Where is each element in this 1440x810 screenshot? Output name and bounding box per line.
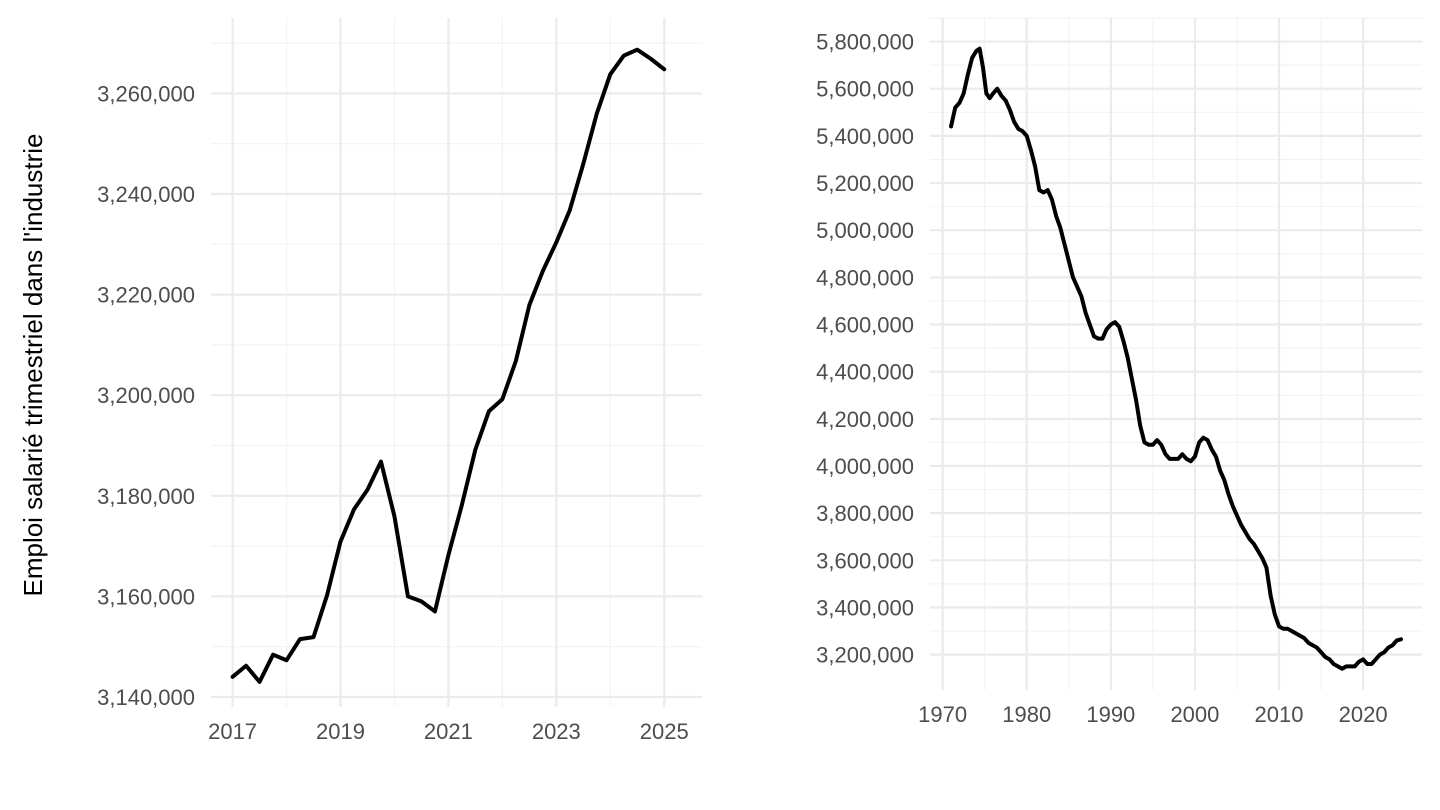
right-gridlines	[930, 17, 1422, 690]
right-y-tick-label: 4,800,000	[816, 265, 914, 290]
right-x-tick-label: 1990	[1086, 702, 1135, 727]
right-y-tick-label: 3,200,000	[816, 643, 914, 668]
left-y-tick-label: 3,200,000	[97, 383, 195, 408]
left-y-tick-labels: 3,140,000 3,160,000 3,180,000 3,200,000 3,22…	[97, 81, 195, 710]
right-x-tick-labels: 1970 1980 1990 2000 2010 2020	[918, 702, 1387, 727]
right-y-tick-label: 4,400,000	[816, 360, 914, 385]
left-chart: Emploi salarié trimestriel dans l'indust…	[18, 18, 702, 744]
left-x-tick-label: 2017	[208, 719, 257, 744]
left-y-tick-label: 3,160,000	[97, 584, 195, 609]
right-y-tick-label: 3,400,000	[816, 595, 914, 620]
right-x-tick-label: 2010	[1255, 702, 1304, 727]
right-x-tick-label: 1970	[918, 702, 967, 727]
left-y-axis-title: Emploi salarié trimestriel dans l'indust…	[18, 133, 48, 596]
right-x-tick-label: 2020	[1339, 702, 1388, 727]
left-x-tick-label: 2021	[424, 719, 473, 744]
left-y-tick-label: 3,240,000	[97, 182, 195, 207]
right-y-tick-label: 5,600,000	[816, 77, 914, 102]
right-y-tick-label: 3,600,000	[816, 548, 914, 573]
right-x-tick-label: 2000	[1170, 702, 1219, 727]
right-x-tick-label: 1980	[1002, 702, 1051, 727]
left-y-tick-label: 3,180,000	[97, 484, 195, 509]
left-x-tick-labels: 2017 2019 2021 2023 2025	[208, 719, 689, 744]
left-x-tick-label: 2019	[316, 719, 365, 744]
left-series-line	[230, 47, 667, 684]
right-series-line	[949, 46, 1403, 671]
right-y-tick-labels: 3,200,000 3,400,000 3,600,000 3,800,000 4,00…	[816, 30, 914, 668]
left-y-tick-label: 3,140,000	[97, 685, 195, 710]
right-chart: 3,200,000 3,400,000 3,600,000 3,800,000 4,00…	[816, 17, 1422, 727]
right-y-tick-label: 5,000,000	[816, 218, 914, 243]
left-gridlines	[211, 18, 702, 707]
right-y-tick-label: 5,400,000	[816, 124, 914, 149]
left-y-tick-label: 3,220,000	[97, 283, 195, 308]
right-y-tick-label: 5,200,000	[816, 171, 914, 196]
right-y-tick-label: 4,000,000	[816, 454, 914, 479]
left-x-tick-label: 2023	[532, 719, 581, 744]
right-y-tick-label: 4,600,000	[816, 313, 914, 338]
left-y-tick-label: 3,260,000	[97, 81, 195, 106]
right-y-tick-label: 3,800,000	[816, 501, 914, 526]
right-y-tick-label: 4,200,000	[816, 407, 914, 432]
left-x-tick-label: 2025	[640, 719, 689, 744]
right-y-tick-label: 5,800,000	[816, 30, 914, 55]
